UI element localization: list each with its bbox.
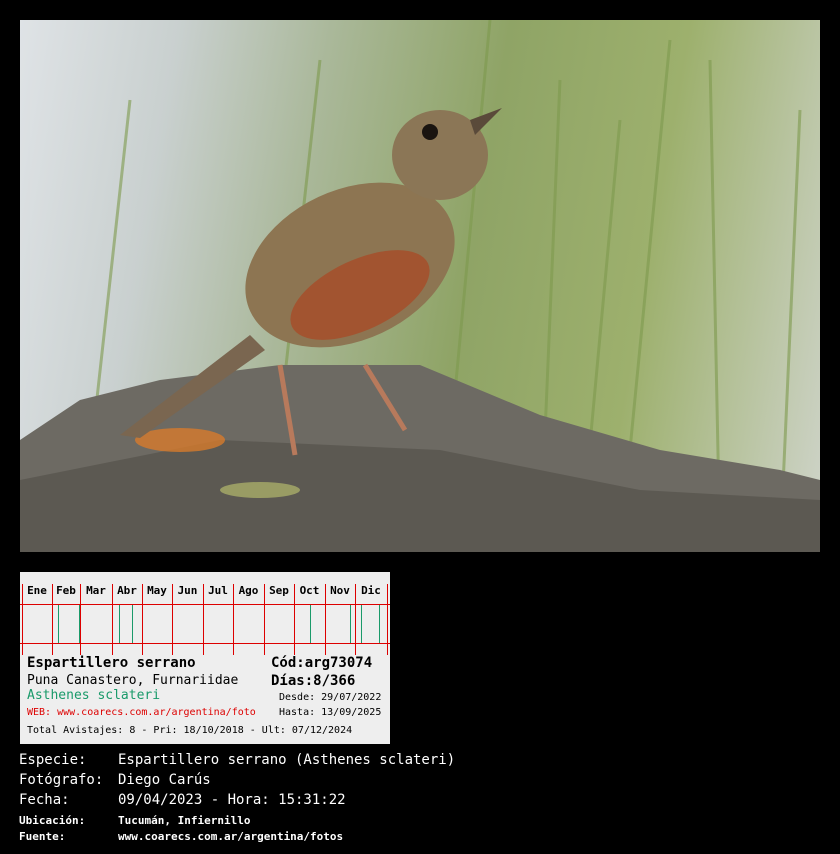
sighting-tick	[118, 604, 120, 643]
fotografo-label: Fotógrafo:	[19, 772, 104, 788]
totals-line: Total Avistajes: 8 - Pri: 18/10/2018 - U…	[27, 725, 353, 736]
sightings-card: Ene Feb Mar Abr May Jun Jul Ago Sep Oct Nov Dic Esp…	[20, 572, 390, 744]
sighting-tick	[57, 604, 59, 643]
fuente-value[interactable]: www.coarecs.com.ar/argentina/fotos	[118, 830, 344, 843]
month-label: Ene	[27, 584, 47, 597]
grid-line	[20, 604, 390, 605]
month-separator	[22, 584, 23, 655]
bird-photo	[20, 20, 820, 552]
month-label: Sep	[269, 584, 289, 597]
days-count: Días:8/366	[271, 673, 356, 689]
sighting-tick	[379, 604, 381, 643]
month-separator	[52, 584, 53, 655]
month-label: Feb	[56, 584, 76, 597]
common-name: Espartillero serrano	[27, 655, 196, 671]
scientific-name: Asthenes sclateri	[27, 688, 161, 703]
month-label: Abr	[117, 584, 137, 597]
month-separator	[112, 584, 113, 655]
month-separator	[264, 584, 265, 655]
info-fotografo: Fotógrafo: Diego Carús	[19, 772, 211, 788]
english-family: Puna Canastero, Furnariidae	[27, 673, 239, 688]
month-label: Nov	[330, 584, 350, 597]
info-fuente: Fuente: www.coarecs.com.ar/argentina/foto…	[19, 830, 343, 843]
info-especie: Especie: Espartillero serrano (Asthenes s…	[19, 752, 455, 768]
especie-value: Espartillero serrano (Asthenes sclateri)	[118, 752, 456, 768]
month-label: Oct	[299, 584, 320, 597]
info-fecha: Fecha: 09/04/2023 - Hora: 15:31:22	[19, 792, 346, 808]
web-link[interactable]: WEB: www.coarecs.com.ar/argentina/foto	[27, 707, 256, 718]
month-separator	[294, 584, 295, 655]
month-separator	[142, 584, 143, 655]
sighting-tick	[131, 604, 133, 643]
ubicacion-value: Tucumán, Infiernillo	[118, 814, 251, 827]
month-separator	[233, 584, 234, 655]
ubicacion-label: Ubicación:	[19, 814, 86, 827]
month-separator	[203, 584, 204, 655]
month-label: May	[147, 584, 167, 597]
sighting-tick	[350, 604, 352, 643]
month-label: Jul	[208, 584, 228, 597]
hasta-date: Hasta: 13/09/2025	[279, 707, 382, 718]
sighting-tick	[78, 604, 80, 643]
month-label: Mar	[86, 584, 106, 597]
month-label: Jun	[177, 584, 198, 597]
month-separator	[80, 584, 81, 655]
month-separator	[172, 584, 173, 655]
desde-date: Desde: 29/07/2022	[279, 692, 382, 703]
sighting-tick	[361, 604, 363, 643]
fecha-label: Fecha:	[19, 792, 70, 808]
grid-line	[20, 643, 390, 644]
month-label: Dic	[361, 584, 381, 597]
month-label: Ago	[238, 584, 259, 597]
fecha-value: 09/04/2023 - Hora: 15:31:22	[118, 792, 346, 808]
especie-label: Especie:	[19, 752, 87, 768]
month-separator	[387, 584, 388, 655]
species-code: Cód:arg73074	[271, 655, 373, 671]
sighting-tick	[310, 604, 312, 643]
fotografo-value: Diego Carús	[118, 772, 211, 788]
info-ubicacion: Ubicación: Tucumán, Infiernillo	[19, 814, 250, 827]
month-separator	[355, 584, 356, 655]
month-separator	[325, 584, 326, 655]
fuente-label: Fuente:	[19, 830, 66, 843]
